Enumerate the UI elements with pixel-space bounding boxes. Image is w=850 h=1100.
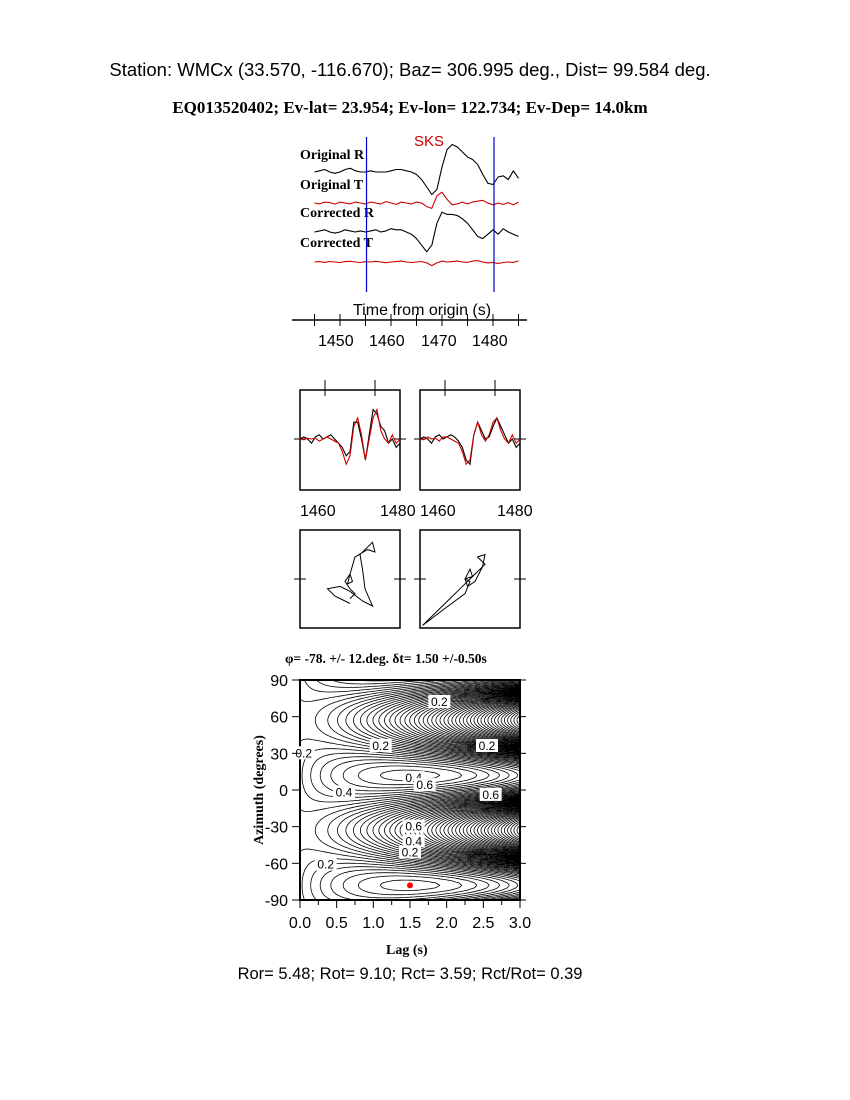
contour-label-bg xyxy=(479,787,502,801)
x-tick-label: 1.0 xyxy=(362,915,384,932)
contour-label-bg xyxy=(402,834,425,848)
contour-label-bg xyxy=(399,845,421,859)
energy-contours xyxy=(299,679,521,901)
x-tick-label: 3.0 xyxy=(509,915,531,932)
y-tick-label: 0 xyxy=(279,783,288,800)
small-tick-1460-right: 1460 xyxy=(420,503,456,520)
particle-motion-box-before xyxy=(299,529,401,629)
y-tick-label: 60 xyxy=(270,710,288,727)
time-tick-1480: 1480 xyxy=(472,333,508,350)
trace-label-original-t: Original T xyxy=(300,178,364,193)
waveform-after-black xyxy=(419,416,521,466)
x-tick-label: 2.5 xyxy=(472,915,494,932)
waveform-box-after xyxy=(419,389,521,491)
particle-motion-after xyxy=(422,553,486,626)
waveform-box-before xyxy=(299,389,401,491)
time-axis-label: Time from origin (s) xyxy=(353,302,492,319)
x-tick-label: 0.5 xyxy=(326,915,348,932)
small-tick-1480-left: 1480 xyxy=(380,503,416,520)
time-tick-1470: 1470 xyxy=(421,333,457,350)
trace-label-original-r: Original R xyxy=(300,148,365,163)
ratios-footer: Ror= 5.48; Rot= 9.10; Rct= 3.59; Rct/Rot… xyxy=(237,965,583,983)
waveform-after-red xyxy=(419,416,521,466)
contour-title: φ= -78. +/- 12.deg. δt= 1.50 +/-0.50s xyxy=(285,651,487,666)
contour-label: 0.4 xyxy=(405,834,422,848)
x-tick-label: 0.0 xyxy=(289,915,311,932)
contour-label: 0.6 xyxy=(482,788,499,802)
y-tick-label: -90 xyxy=(265,893,288,910)
trace-corrected-r xyxy=(314,211,519,253)
y-tick-label: -60 xyxy=(265,856,288,873)
contour-label-bg xyxy=(413,778,436,792)
y-tick-label: 30 xyxy=(270,746,288,763)
small-tick-1460-left: 1460 xyxy=(300,503,336,520)
contour-label-bg xyxy=(476,739,498,752)
contour-label: 0.2 xyxy=(317,858,334,872)
waveform-before-red xyxy=(299,407,401,466)
contour-label: 0.2 xyxy=(402,845,419,859)
x-tick-label: 2.0 xyxy=(436,915,458,932)
particle-motion-before xyxy=(326,541,376,608)
contour-label-bg xyxy=(292,746,315,760)
contour-label: 0.4 xyxy=(336,785,353,799)
time-tick-1450: 1450 xyxy=(318,333,354,350)
trace-original-r xyxy=(314,143,519,196)
contour-label-bg xyxy=(333,785,355,799)
contour-label: 0.6 xyxy=(416,778,433,792)
event-header: EQ013520402; Ev-lat= 23.954; Ev-lon= 122… xyxy=(172,98,648,117)
trace-label-corrected-t: Corrected T xyxy=(300,236,373,251)
phase-label: SKS xyxy=(414,133,445,150)
contour-label-bg xyxy=(314,857,337,871)
contour-label-bg xyxy=(428,695,451,708)
contour-label: 0.2 xyxy=(372,739,389,753)
contour-label-bg xyxy=(402,819,425,833)
contour-label: 0.6 xyxy=(405,820,422,834)
contour-label: 0.2 xyxy=(479,739,496,753)
y-tick-label: -30 xyxy=(265,820,288,837)
small-tick-1480-right: 1480 xyxy=(497,503,533,520)
station-header: Station: WMCx (33.570, -116.670); Baz= 3… xyxy=(109,59,711,80)
trace-label-corrected-r: Corrected R xyxy=(300,206,374,221)
trace-original-t xyxy=(314,191,519,209)
contour-label: 0.2 xyxy=(295,746,312,760)
best-fit-point xyxy=(407,882,413,889)
time-tick-1460: 1460 xyxy=(369,333,405,350)
trace-corrected-t xyxy=(314,260,519,267)
contour-label-bg xyxy=(369,739,392,752)
y-tick-label: 90 xyxy=(270,673,288,690)
contour-label: 0.2 xyxy=(431,695,448,709)
x-tick-label: 1.5 xyxy=(399,915,421,932)
contour-xlabel: Lag (s) xyxy=(386,943,428,958)
